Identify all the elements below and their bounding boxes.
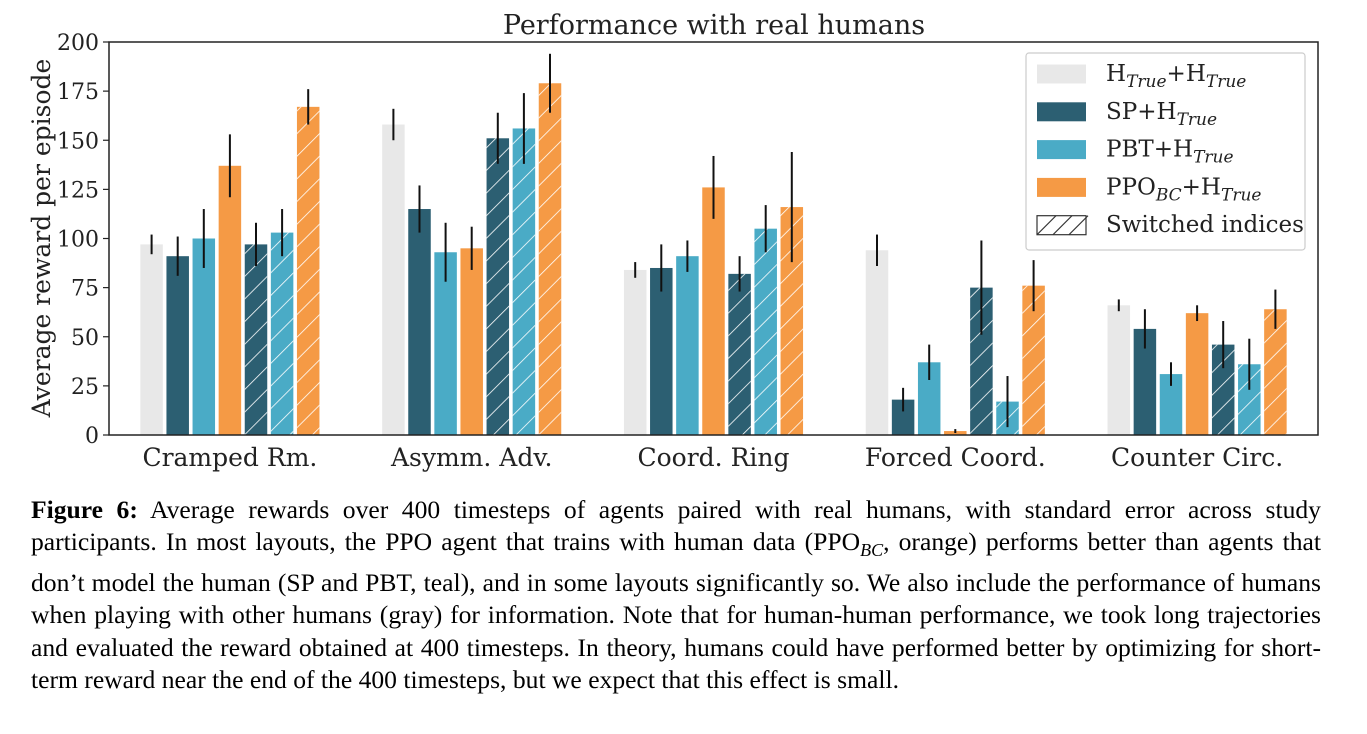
- legend-label: SP+HTrue: [1106, 99, 1217, 130]
- bar: [192, 238, 216, 435]
- bar-hatch: [1022, 285, 1045, 435]
- caption-text-before: Average rewards over 400 timesteps of ag…: [31, 495, 1321, 557]
- y-tick-label: 175: [57, 80, 99, 105]
- legend-hatch-line: [1052, 215, 1073, 236]
- chart-title: Performance with real humans: [503, 10, 925, 41]
- x-tick-label: Cramped Rm.: [142, 443, 317, 472]
- bar: [676, 256, 699, 435]
- bar: [623, 269, 647, 435]
- plot-area: 0 25 50 75 100 125 150 175 200 Cramped Rm. Asymm. …: [57, 31, 1287, 472]
- figure-caption: Figure 6: Average rewards over 400 times…: [31, 494, 1321, 697]
- bar: [218, 165, 242, 436]
- x-tick-label: Asymm. Adv.: [390, 443, 552, 472]
- legend-label: Switched indices: [1106, 212, 1304, 238]
- bar: [1133, 328, 1157, 435]
- y-tick-label: 125: [57, 178, 99, 203]
- bar: [702, 187, 725, 435]
- legend-swatch: [1037, 140, 1086, 160]
- legend-swatch: [1037, 102, 1086, 122]
- caption-subscript: BC: [860, 540, 884, 561]
- y-tick-label: 75: [71, 277, 99, 302]
- bar-hatch: [270, 232, 294, 435]
- bar-hatch: [1264, 309, 1287, 435]
- bar-hatch: [970, 287, 993, 435]
- bar-hatch: [538, 83, 562, 435]
- bar: [1107, 305, 1131, 435]
- bar: [865, 250, 889, 435]
- y-tick-label: 150: [57, 129, 99, 154]
- y-tick-label: 0: [85, 424, 99, 449]
- bar-hatch: [754, 228, 777, 435]
- legend-label: HTrue+HTrue: [1106, 61, 1246, 92]
- bar-hatch: [728, 273, 751, 435]
- bar: [1159, 374, 1183, 435]
- y-tick-label: 200: [57, 31, 99, 56]
- legend-box: [1025, 52, 1306, 251]
- bar-hatch: [1211, 344, 1235, 435]
- bar-hatch: [512, 128, 536, 435]
- bar-hatch: [780, 207, 804, 435]
- y-tick-label: 25: [71, 375, 99, 400]
- bar: [1185, 313, 1209, 435]
- y-tick-label: 100: [57, 228, 99, 253]
- legend-hatch-line: [1036, 215, 1057, 236]
- x-tick-label: Forced Coord.: [865, 443, 1046, 472]
- legend-hatch-line: [1068, 215, 1089, 236]
- bar: [891, 399, 915, 435]
- bar: [166, 256, 189, 435]
- bar: [382, 124, 405, 435]
- x-tick-label: Counter Circ.: [1111, 443, 1283, 472]
- legend-swatch: [1037, 64, 1086, 84]
- legend-label: PPOBC+HTrue: [1106, 174, 1261, 205]
- bar: [917, 362, 941, 435]
- caption-text-after: , orange) performs better than agents th…: [31, 527, 1321, 695]
- y-axis-label: Average reward per episode: [27, 59, 56, 419]
- bar: [140, 244, 163, 435]
- bar: [650, 267, 673, 435]
- legend-label: PBT+HTrue: [1106, 137, 1234, 168]
- bar-hatch: [1238, 364, 1261, 435]
- bar: [408, 209, 431, 435]
- bar: [460, 248, 483, 435]
- bar-hatch: [296, 106, 320, 435]
- legend: HTrue+HTrue SP+HTrue PBT+HTrue PPOBC+HTrue S…: [1025, 52, 1306, 251]
- figure-label: Figure 6:: [31, 495, 138, 524]
- plot-frame: [108, 41, 1319, 436]
- bar-chart: Performance with real humans Average rew…: [27, 10, 1319, 472]
- bar-hatch: [244, 244, 268, 435]
- legend-swatch: [1037, 177, 1086, 197]
- x-tick-label: Coord. Ring: [637, 443, 789, 472]
- bar-hatch: [486, 138, 510, 435]
- bar: [434, 252, 457, 435]
- y-tick-label: 50: [71, 326, 99, 351]
